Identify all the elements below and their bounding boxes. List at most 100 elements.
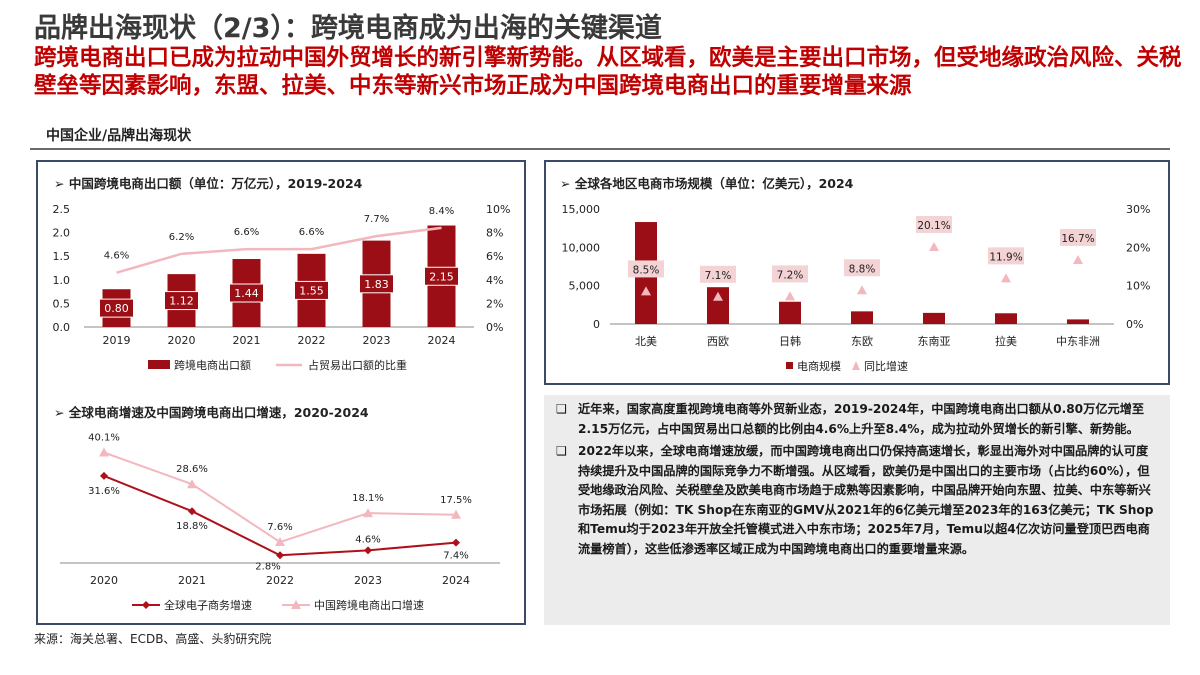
legend-bar-swatch <box>786 362 793 369</box>
left-axis-tick-label: 1.0 <box>53 274 71 287</box>
bar-data-label: 1.44 <box>234 287 259 300</box>
legend-marker-swatch <box>291 600 301 609</box>
bar-data-label: 0.80 <box>104 302 129 315</box>
checkbox-bullet-icon: ❑ <box>556 402 567 416</box>
right-axis-tick-label: 0% <box>1126 318 1143 331</box>
legend-label: 占贸易出口额的比重 <box>308 358 407 372</box>
right-axis-tick-label: 6% <box>486 250 503 263</box>
share-ratio-data-label: 6.6% <box>234 227 259 238</box>
chart3-title: ➢ 全球各地区电商市场规模（单位：亿美元），2024 <box>560 176 854 191</box>
share-ratio-data-label: 6.2% <box>169 232 194 243</box>
bar-data-label: 1.83 <box>364 278 389 291</box>
chart1-title: ➢ 中国跨境电商出口额（单位：万亿元），2019-2024 <box>54 176 363 191</box>
right-chart-panel <box>544 160 1170 385</box>
left-chart-panel <box>36 160 526 625</box>
yoy-growth-point <box>713 291 723 301</box>
bar-data-label-box <box>294 280 329 300</box>
legend-label: 电商规模 <box>797 359 841 373</box>
yoy-growth-point <box>857 285 867 295</box>
china-export-growth-point <box>451 509 461 519</box>
global-ecommerce-growth-point <box>188 507 196 516</box>
checkbox-bullet-icon: ❑ <box>556 444 567 458</box>
legend-label: 全球电子商务增速 <box>164 598 252 612</box>
china-export-growth-label: 18.1% <box>352 493 384 504</box>
section-divider <box>30 148 1170 150</box>
yoy-growth-label-box <box>844 259 880 277</box>
left-axis-tick-label: 1.5 <box>53 250 71 263</box>
bar-data-label-box <box>99 298 134 318</box>
source-note: 来源：海关总署、ECDB、高盛、头豹研究院 <box>34 632 272 646</box>
page-subtitle: 跨境电商出口已成为拉动中国外贸增长的新引擎新势能。从区域看，欧美是主要出口市场，… <box>34 45 1182 99</box>
bar-data-label-box <box>229 283 264 303</box>
right-axis-tick-label: 10% <box>486 203 510 216</box>
share-ratio-data-label: 7.7% <box>364 214 389 225</box>
yoy-growth-label-box <box>628 260 664 278</box>
legend-label: 同比增速 <box>864 359 908 373</box>
yoy-growth-point <box>1001 273 1011 283</box>
left-axis-tick-label: 0.0 <box>53 321 71 334</box>
growth-rate-chart: 40.1% 28.6% 7.6% 18.1% 17.5% 31.6% 18.8% 2.8% 4.… <box>60 433 500 612</box>
market-size-bar <box>923 312 945 324</box>
page-title: 品牌出海现状（2/3）：跨境电商成为出海的关键渠道 <box>34 13 662 44</box>
china-export-growth-label: 17.5% <box>440 495 472 506</box>
bar-data-label-box <box>359 274 394 294</box>
left-axis-tick-label: 10,000 <box>562 241 601 254</box>
share-ratio-data-label: 4.6% <box>104 251 129 262</box>
x-axis-tick-label: 拉美 <box>995 334 1017 348</box>
regional-market-chart: 0 5,000 10,000 15,000 0% 10% 20% 30% 8.5% 7.1% 7.2… <box>562 203 1151 373</box>
x-axis-tick-label: 2022 <box>266 574 294 587</box>
bar-data-label: 1.12 <box>169 295 194 308</box>
legend-label: 中国跨境电商出口增速 <box>314 598 424 612</box>
right-axis-tick-label: 20% <box>1126 241 1150 254</box>
global-ecommerce-growth-point <box>364 546 372 555</box>
yoy-growth-label: 16.7% <box>1061 233 1094 245</box>
x-axis-tick-label: 2024 <box>442 574 470 587</box>
note-text: 2022年以来，全球电商增速放缓，而中国跨境电商出口仍保持高速增长，彰显出海外对… <box>578 444 1154 556</box>
left-axis-tick-label: 0 <box>593 318 600 331</box>
note-item: ❑ 近年来，国家高度重视跨境电商等外贸新业态，2019-2024年，中国跨境电商… <box>554 400 1158 439</box>
china-export-growth-label: 28.6% <box>176 464 208 475</box>
yoy-growth-label-box <box>1060 228 1096 246</box>
right-axis-tick-label: 2% <box>486 297 503 310</box>
china-export-growth-label: 40.1% <box>88 433 120 444</box>
x-axis-tick-label: 2022 <box>298 334 326 347</box>
yoy-growth-point <box>641 286 651 296</box>
bar-data-label-box <box>164 291 199 311</box>
x-axis-tick-label: 2019 <box>103 334 131 347</box>
legend-marker-swatch <box>142 601 150 609</box>
yoy-growth-label: 11.9% <box>989 251 1022 263</box>
share-ratio-data-label: 8.4% <box>429 206 454 217</box>
global-ecommerce-growth-point <box>452 538 460 547</box>
right-axis-tick-label: 0% <box>486 321 503 334</box>
notes-box: ❑ 近年来，国家高度重视跨境电商等外贸新业态，2019-2024年，中国跨境电商… <box>544 395 1170 625</box>
x-axis-tick-label: 2023 <box>363 334 391 347</box>
note-text: 近年来，国家高度重视跨境电商等外贸新业态，2019-2024年，中国跨境电商出口… <box>578 402 1145 436</box>
china-export-growth-label: 7.6% <box>267 522 292 533</box>
global-ecommerce-growth-point <box>276 551 284 560</box>
china-export-growth-point <box>363 508 373 518</box>
market-size-bar <box>1067 319 1089 324</box>
global-ecommerce-growth-label: 31.6% <box>88 486 120 497</box>
legend-label: 跨境电商出口额 <box>174 358 251 372</box>
right-axis-tick-label: 4% <box>486 274 503 287</box>
right-axis-tick-label: 30% <box>1126 203 1150 216</box>
global-ecommerce-growth-label: 18.8% <box>176 521 208 532</box>
x-axis-tick-label: 东欧 <box>851 335 873 348</box>
left-axis-tick-label: 2.5 <box>53 203 71 216</box>
yoy-growth-label-box <box>772 265 808 283</box>
yoy-growth-label: 7.1% <box>705 270 732 282</box>
x-axis-tick-label: 2021 <box>178 574 206 587</box>
yoy-growth-label-box <box>700 265 736 283</box>
market-size-bar <box>995 313 1017 324</box>
yoy-growth-label: 20.1% <box>917 220 950 232</box>
x-axis-tick-label: 北美 <box>635 335 657 348</box>
x-axis-tick-label: 2021 <box>233 334 261 347</box>
market-size-bar <box>707 287 729 324</box>
global-ecommerce-growth-label: 2.8% <box>255 561 280 572</box>
x-axis-tick-label: 2020 <box>168 334 196 347</box>
export-value-chart: 0.0 0.5 1.0 1.5 2.0 2.5 0% 2% 4% 6% 8% 10% 0.80 1.12 1… <box>53 203 511 372</box>
yoy-growth-point <box>785 291 795 301</box>
left-axis-tick-label: 5,000 <box>569 280 601 293</box>
chart2-title: ➢ 全球电商增速及中国跨境电商出口增速，2020-2024 <box>54 405 369 420</box>
yoy-growth-label: 8.8% <box>849 263 876 275</box>
